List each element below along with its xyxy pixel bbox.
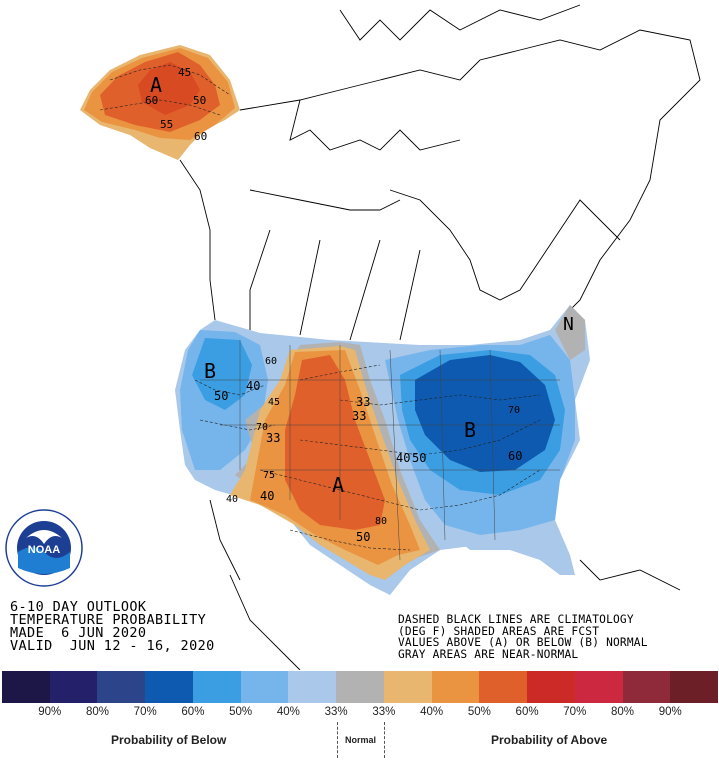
alaska-50-label: 50: [193, 94, 206, 107]
legend-tick-label: 40%: [276, 706, 300, 718]
legend-tick-label: 90%: [38, 706, 62, 718]
legend-swatch: [622, 671, 671, 703]
legend-tick-label: 33%: [372, 706, 396, 718]
notes-block: DASHED BLACK LINES ARE CLIMATOLOGY (DEG F…: [398, 614, 648, 660]
coastline-outlines: [179, 4, 701, 670]
east-60-label: 60: [508, 449, 522, 463]
legend-swatch: [2, 671, 50, 703]
west-45-label: 45: [268, 397, 280, 408]
plains-75-label: 75: [263, 470, 275, 481]
alaska-60b-label: 60: [194, 130, 207, 143]
ne-normal: [555, 305, 585, 360]
alaska-a-label: A: [150, 73, 162, 97]
west-60-label: 60: [265, 356, 277, 367]
legend-tick-label: 90%: [658, 706, 682, 718]
legend-tick-spacer: [2, 706, 26, 718]
alaska-region: [80, 45, 240, 160]
title-line-3: MADE 6 JUN 2020: [10, 625, 147, 641]
normal-divider-left: [337, 722, 338, 758]
plains-40b-label: 40: [260, 489, 274, 503]
legend-tick-label: 80%: [611, 706, 635, 718]
legend-swatch: [527, 671, 575, 703]
noaa-logo-text: NOAA: [28, 544, 60, 556]
east-50-label: 50: [412, 451, 426, 465]
legend-swatch: [479, 671, 528, 703]
alaska-above-60: [138, 62, 200, 115]
legend-swatch: [383, 671, 432, 703]
alaska-60-label: 60: [145, 94, 158, 107]
legend-swatch: [145, 671, 193, 703]
note-line-2: (DEG F) SHADED AREAS ARE FCST: [398, 624, 600, 638]
legend-swatch: [97, 671, 146, 703]
legend-swatch: [336, 671, 384, 703]
west-50-label: 50: [214, 389, 228, 403]
title-line-2: TEMPERATURE PROBABILITY: [10, 612, 207, 628]
legend-ticks: 90% 80% 70% 60% 50% 40% 33% 33% 40% 50% 60% 70% 80% 9…: [2, 706, 718, 718]
plains-40-label: 40: [396, 451, 410, 465]
alaska-45-label: 45: [178, 66, 191, 79]
legend-swatch: [431, 671, 480, 703]
noaa-logo: NOAA: [5, 509, 83, 587]
note-line-3: VALUES ABOVE (A) OR BELOW (B) NORMAL: [398, 636, 648, 649]
outlook-map: A 60 45 50 55 60 B 60 40 45 50 70 33 33 …: [80, 4, 701, 670]
legend-tick-label: 70%: [563, 706, 587, 718]
plains-33b-label: 33: [352, 409, 366, 423]
legend-tick-label: 40%: [420, 706, 444, 718]
note-line-1: DASHED BLACK LINES ARE CLIMATOLOGY: [398, 613, 634, 626]
title-line-1: 6-10 DAY OUTLOOK: [10, 599, 147, 615]
legend-normal-caption: Normal: [345, 735, 377, 745]
legend-tick-label: 33%: [324, 706, 348, 718]
alaska-55-label: 55: [160, 118, 173, 131]
legend-below-caption: Probability of Below: [111, 733, 227, 747]
east-b-label: B: [464, 418, 476, 442]
west-40-label: 40: [246, 379, 260, 393]
east-below-60: [415, 355, 555, 472]
plains-80-label: 80: [375, 516, 387, 527]
west-b-label: B: [204, 359, 216, 383]
conus-region: [175, 305, 590, 595]
legend-tick-label: 80%: [85, 706, 109, 718]
plains-50-label: 50: [356, 530, 370, 544]
west-below-50: [192, 338, 252, 410]
legend-swatch: [240, 671, 289, 703]
plains-33a-label: 33: [356, 395, 370, 409]
legend-tick-label: 60%: [515, 706, 539, 718]
west-33-label: 33: [266, 431, 280, 445]
legend-swatch: [288, 671, 337, 703]
legend-swatch: [670, 671, 719, 703]
east-70-label: 70: [508, 405, 520, 416]
sw-40-label: 40: [226, 494, 238, 505]
legend-tick-label: 50%: [467, 706, 491, 718]
ne-n-label: N: [563, 314, 574, 335]
state-borders: [200, 340, 560, 561]
west-70-label: 70: [256, 422, 268, 433]
legend-swatch: [49, 671, 98, 703]
plains-a-label: A: [332, 473, 344, 497]
legend-tick-spacer: [694, 706, 718, 718]
normal-divider-right: [384, 722, 385, 758]
legend-tick-label: 60%: [181, 706, 205, 718]
title-block: 6-10 DAY OUTLOOK TEMPERATURE PROBABILITY M…: [10, 599, 215, 654]
legend-swatch: [192, 671, 241, 703]
title-line-4: VALID JUN 12 - 16, 2020: [10, 638, 215, 654]
plains-above-50: [285, 355, 385, 530]
legend-tick-label: 70%: [133, 706, 157, 718]
legend-above-caption: Probability of Above: [491, 733, 608, 747]
legend-swatch: [574, 671, 623, 703]
map-labels: A 60 45 50 55 60 B 60 40 45 50 70 33 33 …: [145, 66, 574, 544]
legend-color-bar: [2, 671, 719, 703]
legend-tick-label: 50%: [229, 706, 253, 718]
southeast-below-33: [445, 530, 575, 575]
note-line-4: GRAY AREAS ARE NEAR-NORMAL: [398, 647, 579, 661]
